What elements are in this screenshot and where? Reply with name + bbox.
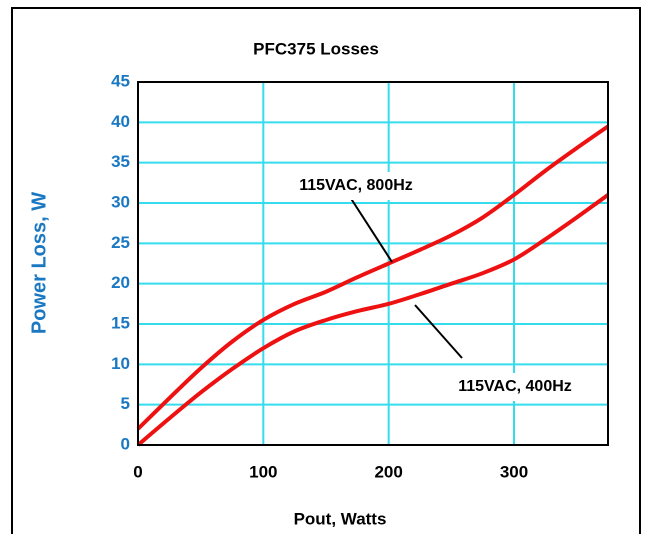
annotation: 115VAC, 800Hz xyxy=(299,177,413,194)
x-tick-label: 300 xyxy=(500,462,528,481)
x-axis-label: Pout, Watts xyxy=(294,509,387,528)
y-tick-label: 45 xyxy=(111,71,130,90)
y-tick-label: 25 xyxy=(111,233,130,252)
annotation: 115VAC, 400Hz xyxy=(458,378,572,395)
series-line xyxy=(136,193,610,447)
series-line xyxy=(136,124,610,431)
x-tick-label: 100 xyxy=(249,462,277,481)
plot-frame xyxy=(137,81,609,446)
annotation-bg xyxy=(265,172,447,200)
chart-frame xyxy=(11,7,641,534)
x-tick-label: 0 xyxy=(133,462,142,481)
leader-line xyxy=(349,196,393,263)
y-axis-label: Power Loss, W xyxy=(28,192,50,334)
y-tick-label: 40 xyxy=(111,112,130,131)
y-tick-label: 0 xyxy=(121,434,130,453)
y-tick-label: 10 xyxy=(111,354,130,373)
y-tick-label: 20 xyxy=(111,273,130,292)
leader-line xyxy=(414,304,463,359)
y-tick-label: 15 xyxy=(111,313,130,332)
y-tick-label: 30 xyxy=(111,192,130,211)
y-tick-label: 35 xyxy=(111,152,130,171)
annotation-bg xyxy=(430,373,600,401)
chart-title: PFC375 Losses xyxy=(253,39,379,58)
x-tick-label: 200 xyxy=(374,462,402,481)
y-tick-label: 5 xyxy=(121,394,130,413)
